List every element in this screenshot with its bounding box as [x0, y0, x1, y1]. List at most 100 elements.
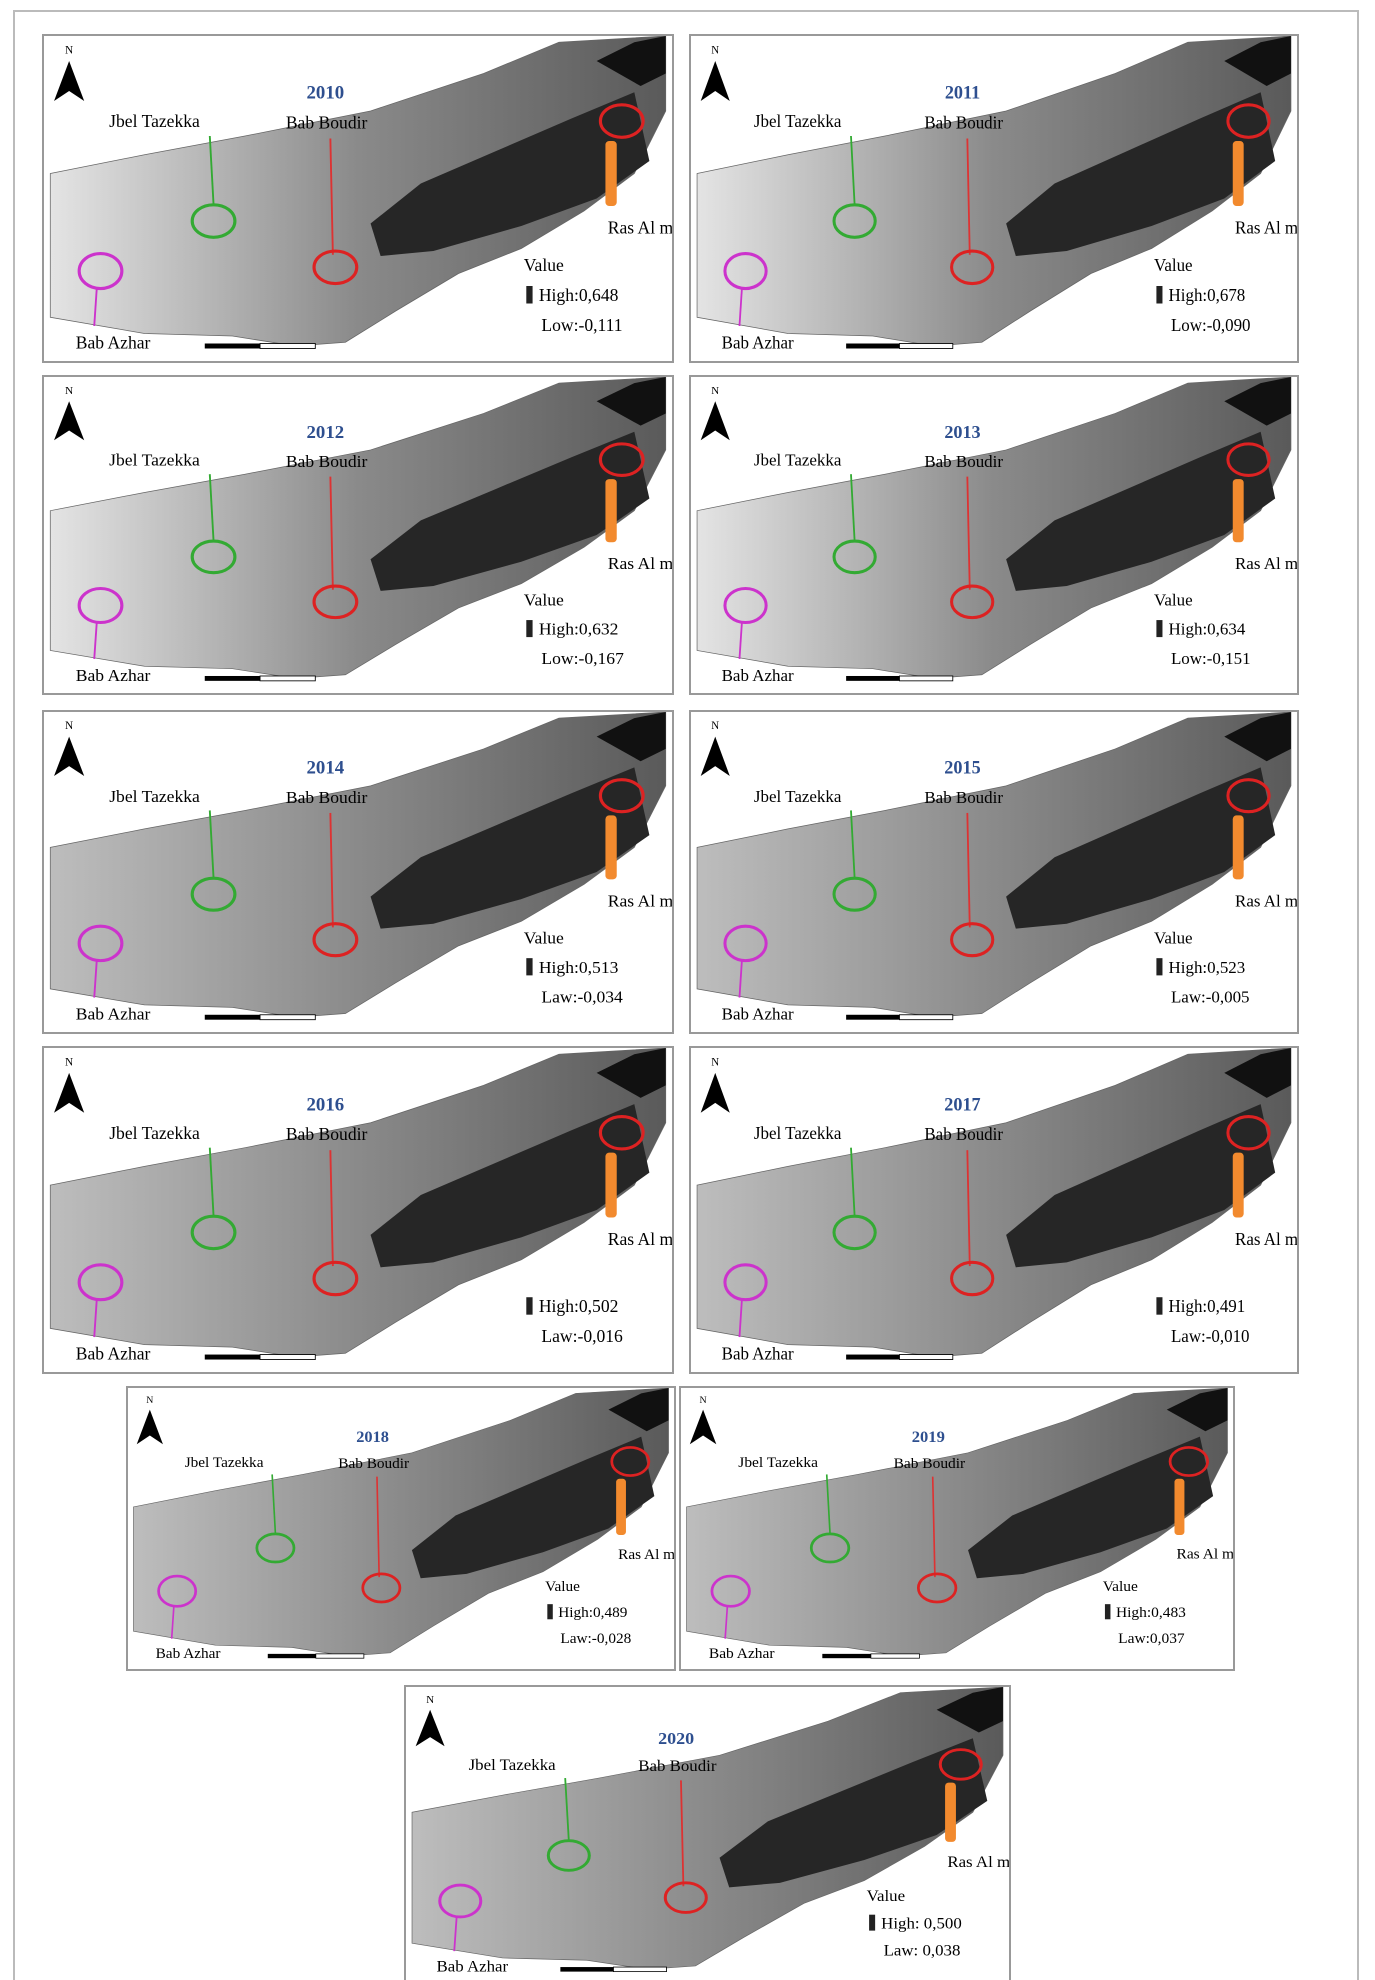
legend-low: Low:-0,111 — [541, 315, 622, 335]
scale-bar — [899, 344, 952, 349]
place-label: Ras Al ma — [618, 1546, 674, 1563]
place-label: Ras Al ma — [1235, 218, 1297, 237]
place-label: Jbel Tazekka — [185, 1454, 264, 1471]
scale-bar — [846, 676, 899, 681]
north-label: N — [65, 1056, 73, 1068]
place-label: Jbel Tazekka — [109, 1123, 200, 1143]
place-label: Bab Boudir — [338, 1455, 409, 1472]
legend-high: High:0,491 — [1169, 1297, 1246, 1316]
place-label: Jbel Tazekka — [754, 1124, 842, 1143]
marker-bar — [605, 479, 616, 542]
map: N2019Jbel TazekkaBab BoudirRas Al maBab … — [681, 1388, 1233, 1669]
place-label: Jbel Tazekka — [109, 111, 200, 131]
place-label: Ras Al ma — [608, 891, 672, 911]
map-panel: N2012Jbel TazekkaBab BoudirRas Al maBab … — [42, 375, 674, 695]
north-label: N — [711, 720, 719, 732]
map-panel: N2016Jbel TazekkaBab BoudirRas Al maBab … — [42, 1046, 674, 1374]
marker-bar — [1233, 815, 1244, 879]
legend-low: Law:-0,005 — [1171, 987, 1250, 1006]
year-title: 2011 — [945, 82, 980, 102]
map-panel: N2013Jbel TazekkaBab BoudirRas Al maBab … — [689, 375, 1299, 695]
year-title: 2010 — [307, 83, 345, 104]
place-label: Bab Boudir — [924, 788, 1003, 807]
north-label: N — [65, 45, 73, 57]
scale-bar — [871, 1654, 920, 1658]
legend-title: Value — [1103, 1578, 1138, 1595]
year-title: 2015 — [944, 757, 980, 777]
legend-low: Low:-0,151 — [1171, 649, 1251, 668]
legend-high: High:0,489 — [558, 1604, 627, 1621]
scale-bar — [613, 1967, 666, 1972]
marker-bar — [1233, 1153, 1244, 1218]
legend-low: Law:0,037 — [1118, 1630, 1185, 1647]
place-label: Bab Azhar — [156, 1645, 221, 1662]
legend-low: Law:-0,016 — [541, 1326, 623, 1346]
year-title: 2019 — [912, 1427, 945, 1446]
place-label: Bab Azhar — [76, 1344, 151, 1364]
legend-low: Low:-0,090 — [1171, 316, 1251, 335]
legend-title: Value — [1154, 928, 1193, 947]
marker-bar — [1233, 141, 1244, 206]
scale-bar — [560, 1967, 613, 1972]
scale-bar — [899, 1355, 952, 1360]
north-arrow — [701, 61, 730, 101]
legend-title: Value — [867, 1886, 905, 1904]
north-label: N — [699, 1395, 706, 1406]
place-label: Bab Azhar — [722, 333, 794, 352]
legend-title: Value — [524, 255, 564, 275]
place-label: Ras Al ma — [608, 554, 672, 573]
place-label: Bab Azhar — [722, 1005, 794, 1024]
scale-bar — [846, 1355, 899, 1360]
legend-ramp — [869, 1915, 875, 1931]
north-arrow — [54, 61, 84, 101]
legend-high: High:0,648 — [539, 285, 619, 305]
north-arrow — [416, 1710, 445, 1746]
scale-bar — [205, 1015, 260, 1020]
place-label: Jbel Tazekka — [109, 786, 200, 806]
marker-bar — [605, 815, 616, 879]
map: N2017Jbel TazekkaBab BoudirRas Al maBab … — [691, 1048, 1297, 1372]
legend-ramp — [526, 958, 532, 975]
legend-ramp — [1156, 620, 1162, 637]
legend-high: High:0,513 — [539, 957, 619, 977]
year-title: 2012 — [307, 422, 345, 443]
place-label: Ras Al ma — [1235, 1230, 1297, 1249]
north-label: N — [65, 720, 73, 732]
place-label: Bab Boudir — [924, 113, 1003, 132]
map-panel: N2020Jbel TazekkaBab BoudirRas Al maBab … — [404, 1685, 1011, 1980]
map-panel: N2017Jbel TazekkaBab BoudirRas Al maBab … — [689, 1046, 1299, 1374]
legend-high: High:0,483 — [1116, 1604, 1186, 1621]
scale-bar — [899, 676, 952, 681]
marker-bar — [605, 1153, 616, 1218]
north-arrow — [701, 1073, 730, 1113]
legend-low: Law: 0,038 — [884, 1941, 961, 1959]
place-label: Bab Azhar — [76, 666, 151, 685]
place-label: Bab Azhar — [722, 666, 794, 685]
place-label: Bab Boudir — [286, 113, 368, 133]
place-label: Bab Azhar — [76, 1004, 151, 1024]
place-label: Bab Boudir — [924, 452, 1003, 471]
place-label: Bab Boudir — [286, 787, 368, 807]
legend-low: Law:-0,028 — [560, 1630, 631, 1647]
legend-high: High:0,678 — [1169, 286, 1246, 305]
place-label: Bab Boudir — [286, 452, 368, 471]
place-label: Ras Al ma — [1235, 554, 1297, 573]
place-label: Bab Boudir — [286, 1124, 368, 1144]
north-label: N — [65, 385, 73, 397]
north-arrow — [137, 1410, 163, 1445]
map: N2013Jbel TazekkaBab BoudirRas Al maBab … — [691, 377, 1297, 693]
scale-bar — [822, 1654, 871, 1658]
north-label: N — [426, 1695, 434, 1706]
map-panel: N2010Jbel TazekkaBab BoudirRas Al maBab … — [42, 34, 674, 363]
legend-title: Value — [545, 1578, 580, 1595]
marker-bar — [945, 1783, 956, 1842]
legend-high: High:0,502 — [539, 1296, 619, 1316]
legend-ramp — [547, 1604, 552, 1619]
scale-bar — [205, 676, 260, 681]
legend-ramp — [1156, 1297, 1162, 1314]
place-label: Bab Azhar — [722, 1344, 794, 1363]
year-title: 2013 — [944, 422, 980, 442]
figure: N 2010 Jbel Tazekka Bab Boudir Ras Al ma Bab … — [0, 0, 1375, 1980]
